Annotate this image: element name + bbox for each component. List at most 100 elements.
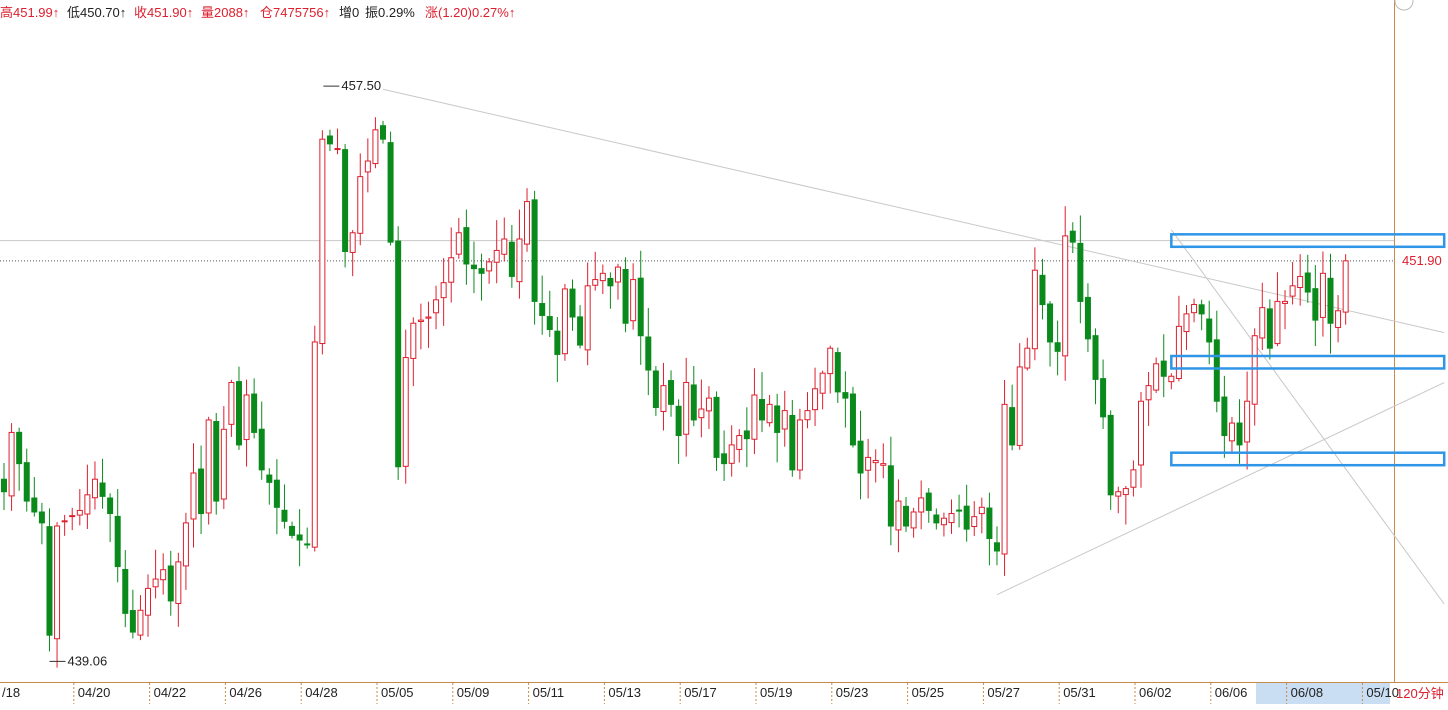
candle [1100,359,1107,430]
candle-body-down [675,405,682,437]
high-label: 高 [0,5,13,20]
candle [1342,254,1349,325]
resistance-zone [1170,233,1446,249]
candle-body-up [705,397,712,412]
x-tick-label: 05/17 [684,685,717,700]
x-tick-label: 05/11 [533,685,565,700]
candle [781,390,788,447]
candle [827,345,834,394]
candle-body-down [1009,407,1016,446]
candle [1266,299,1273,360]
candle [107,493,114,543]
candle-body-down [38,511,45,524]
candle-body-down [607,277,614,287]
candle-body-down [1213,339,1220,402]
candle-body-up [1031,269,1038,350]
candle-body-down [296,534,303,541]
candle [402,329,409,484]
candle [1221,375,1228,458]
candle [235,366,242,450]
candle [281,484,288,529]
candle-body-up [364,160,371,173]
rise-label: 涨 [425,5,438,20]
candle-body-down [1092,335,1099,380]
candle-body-down [326,135,333,145]
amplitude-value: 0.29% [378,5,415,20]
candle [971,501,978,537]
candle-body-up [1024,347,1031,369]
candle-body-up [1130,469,1137,488]
candle [1206,300,1213,365]
candle [182,512,189,590]
candle [205,416,212,525]
candle-body-up [1228,422,1235,442]
candle [145,574,152,637]
candle-body-down [198,468,205,515]
candle [1289,261,1296,305]
candle-body-up [948,513,955,524]
candle-body-up [182,522,189,567]
candle-body-up [1016,366,1023,446]
candle [1191,298,1198,323]
candle-body-up [660,385,667,412]
candle [1228,416,1235,453]
candle [486,257,493,284]
candle [137,595,144,641]
candle [668,370,675,417]
candle-body-up [69,515,76,518]
x-tick-label: 05/13 [608,685,641,700]
candle-body-up [1145,385,1152,401]
candle [622,257,629,333]
candle-body-down [114,515,121,568]
candle [812,367,819,426]
x-tick-label: 04/26 [229,685,262,700]
candle-body-down [1327,277,1334,324]
middle-zone [1170,354,1446,370]
candle-body-up [978,506,985,515]
candle-body-down [235,381,242,446]
candle [372,117,379,169]
x-tick-label: 04/22 [154,685,187,700]
candle [190,443,197,548]
candle-body-down [849,393,856,446]
candle [410,317,417,387]
candle [342,144,349,268]
candle [1327,253,1334,354]
candle-body-up [455,232,462,255]
candle-body-up [1168,375,1175,383]
candle-body-down [1047,303,1054,343]
change-label: 增 [339,5,352,20]
candle-body-up [599,272,606,282]
volume-label: 量 [201,5,214,20]
candle-body-down [834,352,841,393]
x-tick-label: 06/02 [1139,685,1172,700]
candle-body-up [1183,313,1190,333]
candle [1031,247,1038,361]
candle-body-up [895,500,902,531]
candle-body-up [190,472,197,520]
candle-body-up [54,525,61,640]
falling-line-2 [1170,229,1445,605]
candle-body-up [751,394,758,440]
candle [213,412,220,515]
candle [433,285,440,330]
candle-body-up [220,428,227,500]
candle [956,494,963,528]
candle [1009,384,1016,451]
candle-body-down [463,227,470,265]
candle-body-down [16,431,23,465]
candle-body-up [910,511,917,529]
candle-body-down [903,505,910,527]
candle-body-up [486,261,493,272]
candle-body-down [1304,272,1311,293]
candle [531,190,538,325]
candle-body-up [349,232,356,253]
candle [713,391,720,471]
max-price-label: 457.50 [341,78,381,93]
candle-body-up [918,497,925,513]
candle-body-down [539,303,546,316]
candle [849,386,856,448]
candle-body-up [736,435,743,450]
candle [478,253,485,301]
